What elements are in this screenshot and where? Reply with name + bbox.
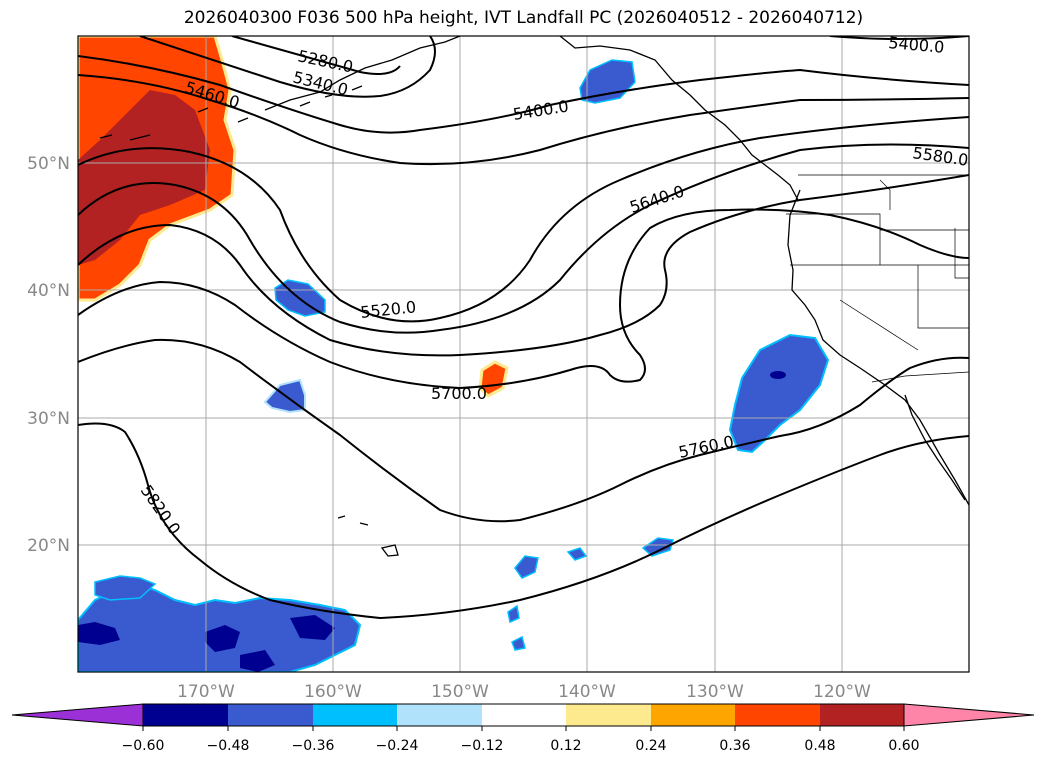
colorbar-extend-low (11, 703, 144, 727)
ivt-strong-region-northwest (78, 90, 210, 265)
coastline-alaska (264, 36, 799, 201)
contour-5280 (231, 36, 401, 75)
contour-5400 (78, 55, 969, 134)
coastline-aleutians (99, 85, 363, 141)
lon-tick-150w: 150°W (431, 682, 489, 702)
colorbar-segment-4 (397, 704, 482, 726)
colorbar-segment-9 (820, 704, 904, 726)
lon-tick-140w: 140°W (558, 682, 616, 702)
ivt-negative-region-islands (514, 555, 539, 579)
coastline-baja (904, 394, 966, 501)
lat-tick-50n: 50°N (27, 154, 70, 174)
longitude-ticks: 170°W 160°W 150°W 140°W 130°W 120°W (177, 682, 871, 702)
contour-5820 (78, 422, 969, 620)
colorbar-tick-5: −0.12 (461, 738, 504, 754)
contour-5760 (78, 338, 969, 523)
colorbar-tick-6: 0.12 (550, 738, 581, 754)
contour-label-5700: 5700.0 (431, 384, 487, 403)
ivt-positive-region-central (478, 360, 509, 398)
colorbar-tick-10: 0.60 (888, 738, 919, 754)
coastline-west-coast (787, 189, 969, 506)
lon-tick-120w: 120°W (813, 682, 871, 702)
colorbar: −0.60 −0.48 −0.36 −0.24 −0.12 0.12 0.24 … (11, 703, 1035, 754)
coastline-hawaii (337, 515, 399, 557)
ivt-negative-region-southwest-upper (94, 575, 157, 601)
map-title: 2026040300 F036 500 hPa height, IVT Land… (183, 8, 864, 28)
colorbar-tick-8: 0.36 (719, 738, 750, 754)
colorbar-segment-5 (482, 704, 566, 726)
state-borders (786, 174, 969, 383)
colorbar-segment-7 (651, 704, 735, 726)
lon-tick-130w: 130°W (686, 682, 744, 702)
contour-5340 (139, 36, 436, 98)
colorbar-segment-3 (313, 704, 397, 726)
colorbar-tick-2: −0.48 (207, 738, 250, 754)
contour-5520 (78, 116, 969, 323)
colorbar-tick-3: −0.36 (292, 738, 335, 754)
contour-5400-north (829, 36, 969, 40)
coastlines (99, 36, 969, 557)
colorbar-segment-1 (143, 704, 228, 726)
map-frame (77, 35, 970, 673)
ivt-strong-negative-core-southwest-a (78, 622, 120, 645)
ivt-strong-negative-core-southwest-d (240, 650, 275, 672)
contour-5700 (78, 208, 969, 390)
ivt-negative-region-islands-b (566, 547, 588, 561)
ivt-strong-negative-core-southwest-c (290, 615, 335, 640)
contour-5580 (78, 143, 969, 334)
ivt-negative-region-islands-c (507, 604, 520, 624)
colorbar-segment-6 (566, 704, 651, 726)
lon-tick-170w: 170°W (177, 682, 235, 702)
lat-tick-30n: 30°N (27, 409, 70, 429)
colorbar-tick-9: 0.48 (804, 738, 835, 754)
lon-tick-160w: 160°W (304, 682, 362, 702)
colorbar-tick-7: 0.24 (635, 738, 666, 754)
height-contours (78, 36, 969, 620)
ivt-strong-negative-core-california (770, 371, 786, 379)
contour-label-5400-north: 5400.0 (888, 33, 945, 57)
ivt-strong-negative-core-southwest-b (205, 625, 240, 652)
contour-5460 (78, 74, 969, 166)
latitude-ticks: 50°N 40°N 30°N 20°N (27, 154, 70, 556)
colorbar-segment-2 (228, 704, 313, 726)
colorbar-tick-4: −0.24 (376, 738, 419, 754)
colorbar-extend-high (903, 703, 1035, 727)
colorbar-segment-8 (735, 704, 820, 726)
lat-tick-40n: 40°N (27, 281, 70, 301)
colorbar-tick-1: −0.60 (122, 738, 165, 754)
ivt-negative-region-islands-d (511, 635, 526, 651)
lat-tick-20n: 20°N (27, 536, 70, 556)
